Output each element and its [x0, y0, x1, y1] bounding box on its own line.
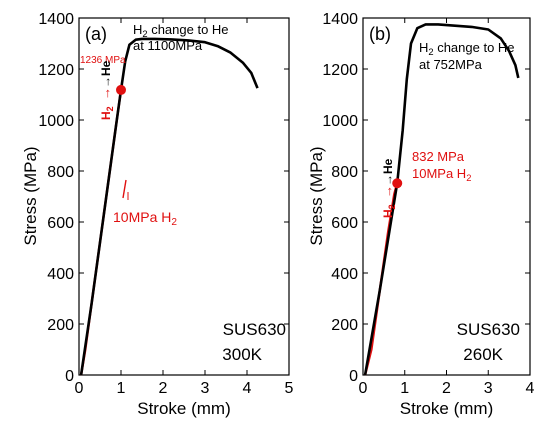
- panel-a-h2-condition-label: 10MPa H2: [113, 209, 177, 228]
- panel-a: 0 200 400 600 800 1000 1200 1400 0 1 2 3 4 5 Stress (M…: [21, 11, 294, 418]
- panel-b-ytick-label: 600: [331, 215, 358, 232]
- panel-a-ytick-label: 200: [47, 317, 74, 334]
- panel-a-switch-annotation-main: H: [133, 22, 142, 37]
- panel-b-x-axis-label: Stroke (mm): [400, 399, 494, 418]
- panel-b: 0 200 400 600 800 1000 1200 1400 0 1 2 3 4 Stress (MP…: [307, 11, 535, 418]
- panel-a-ytick-label: 800: [47, 164, 74, 181]
- panel-b-h2-he-arrow: H2 →→He: [380, 158, 397, 218]
- panel-a-switch-value: at 1100MPa: [133, 38, 203, 53]
- panel-a-ytick-label: 600: [47, 215, 74, 232]
- panel-b-y-axis-label: Stress (MPa): [307, 146, 326, 245]
- panel-a-ytick-label: 1200: [38, 62, 74, 79]
- panel-a-ytick-label: 1400: [38, 11, 74, 28]
- panel-a-switch-annotation: H2 change to He: [133, 22, 229, 39]
- panel-b-h2-condition-label-sub: 2: [466, 173, 471, 183]
- panel-b-switch-value: at 752MPa: [419, 57, 483, 72]
- panel-a-xtick-label: 2: [159, 380, 168, 397]
- panel-a-h2-arrow-sub: 2: [105, 106, 115, 111]
- panel-b-he-arrow-label: →He: [381, 158, 395, 186]
- panel-b-temperature-label: 260K: [463, 345, 503, 364]
- panel-a-ytick-label: 1000: [38, 113, 74, 130]
- panel-b-switch-annotation-main: H: [419, 40, 428, 55]
- panel-b-xtick-label: 0: [359, 380, 368, 397]
- panel-a-material-label: SUS630: [223, 320, 286, 339]
- panel-a-h2-arrow-main: H: [99, 111, 113, 120]
- panel-a-switch-annotation-sub: 2: [142, 29, 147, 39]
- panel-b-series-he: [363, 23, 520, 376]
- panel-a-ytick-label: 400: [47, 266, 74, 283]
- panel-b-xtick-label: 1: [400, 380, 409, 397]
- panel-b-ytick-label: 400: [331, 266, 358, 283]
- panel-b-xtick-label: 2: [442, 380, 451, 397]
- panel-a-switch-stress-label: 1236 MPa: [80, 55, 126, 66]
- panel-b-switch-annotation-rest: change to He: [434, 40, 515, 55]
- panel-a-xtick-label: 4: [243, 380, 252, 397]
- panel-a-plot-frame: [78, 17, 290, 376]
- panel-a-h2-arrow-label: H2: [99, 106, 115, 120]
- panel-b-ytick-label: 1200: [322, 62, 358, 79]
- panel-b-h2-arrow-label: H2: [381, 204, 397, 218]
- panel-a-series-he: [79, 37, 259, 376]
- panel-b-switch-point-marker: [392, 178, 403, 189]
- panel-a-ytick-label: 0: [65, 368, 74, 385]
- panel-b-switch-annotation: H2 change to He: [419, 40, 515, 57]
- panel-a-h2-arrow-glyph: →: [98, 87, 113, 100]
- panel-a-xtick-label: 5: [285, 380, 294, 397]
- panel-b-panel-label: (b): [369, 24, 391, 44]
- panel-a-h2-condition-label-main: 10MPa H: [113, 209, 171, 225]
- panel-b-h2-condition-label-main: 10MPa H: [412, 166, 466, 181]
- panel-b-material-label: SUS630: [457, 320, 520, 339]
- panel-b-xtick-label: 4: [526, 380, 535, 397]
- panel-a-switch-point-marker: [116, 84, 126, 95]
- panel-a-h2-pointer-mark: [122, 179, 127, 199]
- panel-a-switch-annotation-rest: change to He: [148, 22, 229, 37]
- panel-b-switch-stress-label: 832 MPa: [412, 149, 465, 164]
- panel-b-h2-arrow-sub: 2: [387, 204, 397, 209]
- panel-a-xtick-label: 3: [201, 380, 210, 397]
- panel-b-ytick-label: 1400: [322, 11, 358, 28]
- panel-b-h2-arrow-main: H: [381, 209, 395, 218]
- panel-a-xtick-label: 1: [117, 380, 126, 397]
- panel-a-h2-condition-label-sub: 2: [171, 217, 177, 228]
- panel-b-ytick-label: 200: [331, 317, 358, 334]
- panel-a-h2-he-arrow: H2 →→He: [98, 60, 115, 120]
- panel-a-x-axis-label: Stroke (mm): [137, 399, 231, 418]
- panel-b-switch-annotation-sub: 2: [428, 47, 433, 57]
- panel-a-he-arrow-label: →He: [99, 60, 113, 88]
- panel-b-h2-arrow-glyph: →: [380, 185, 395, 198]
- panel-b-ytick-label: 0: [349, 368, 358, 385]
- panel-a-xtick-label: 0: [75, 380, 84, 397]
- panel-b-ytick-label: 1000: [322, 113, 358, 130]
- panel-b-h2-condition-label: 10MPa H2: [412, 166, 471, 183]
- panel-b-ytick-label: 800: [331, 164, 358, 181]
- panel-a-y-axis-label: Stress (MPa): [21, 146, 40, 245]
- panel-a-temperature-label: 300K: [222, 345, 262, 364]
- panel-a-panel-label: (a): [85, 24, 107, 44]
- panel-b-xtick-label: 3: [484, 380, 493, 397]
